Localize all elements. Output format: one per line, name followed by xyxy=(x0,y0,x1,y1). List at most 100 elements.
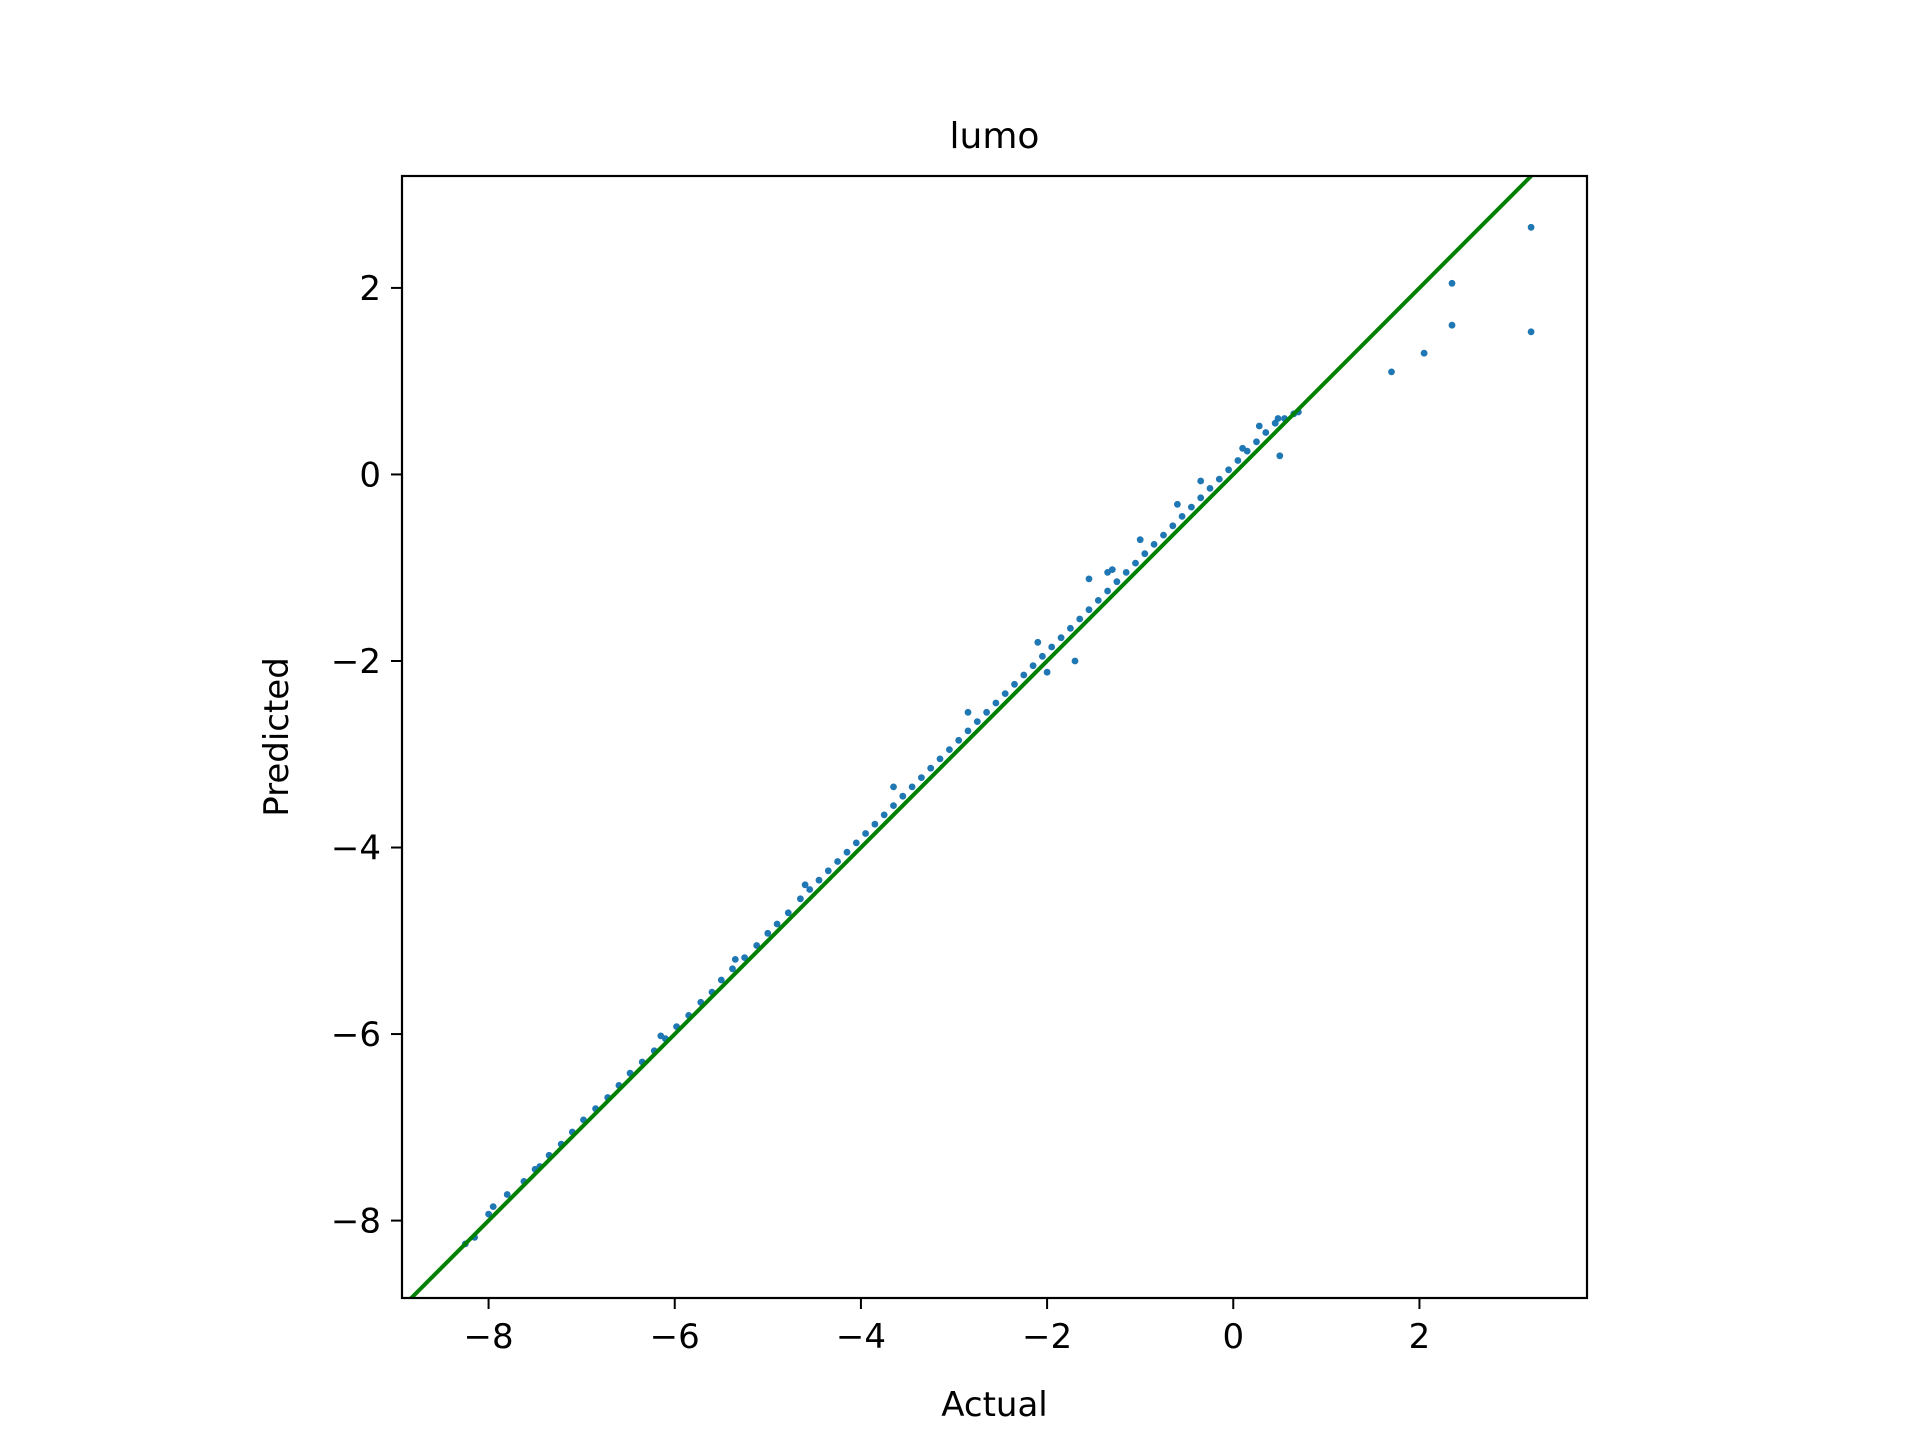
y-tick-label: −4 xyxy=(331,829,381,869)
scatter-point xyxy=(890,783,897,791)
scatter-point xyxy=(1448,279,1456,287)
scatter-point xyxy=(871,820,879,828)
scatter-point xyxy=(1255,422,1263,430)
scatter-point xyxy=(1043,668,1051,676)
x-tick-label: 2 xyxy=(1409,1317,1431,1357)
scatter-point xyxy=(1448,321,1456,329)
scatter-point xyxy=(1150,541,1158,548)
scatter-point xyxy=(503,1191,511,1198)
scatter-point xyxy=(1262,429,1270,436)
scatter-point xyxy=(1067,624,1074,632)
scatter-point xyxy=(1076,615,1084,623)
scatter-point xyxy=(1253,438,1260,446)
scatter-point xyxy=(899,792,907,800)
scatter-point xyxy=(1104,569,1111,576)
scatter-point xyxy=(973,718,981,725)
scatter-point xyxy=(753,942,761,949)
scatter-point xyxy=(657,1032,665,1040)
scatter-point xyxy=(1136,536,1144,544)
scatter-point xyxy=(806,886,814,893)
scatter-point xyxy=(1197,494,1205,502)
scatter-point xyxy=(1197,477,1205,485)
scatter-point xyxy=(992,699,1000,707)
identity-line xyxy=(408,176,1534,1298)
y-tick-label: −6 xyxy=(331,1015,381,1055)
scatter-point xyxy=(1188,503,1195,511)
x-tick-label: −2 xyxy=(1022,1317,1072,1357)
scatter-point xyxy=(741,954,748,961)
scatter-point xyxy=(729,965,736,973)
scatter-point xyxy=(1048,643,1056,651)
x-axis-label: Actual xyxy=(941,1385,1048,1425)
scatter-point xyxy=(731,956,739,963)
x-tick-label: −8 xyxy=(464,1317,514,1357)
scatter-point xyxy=(1234,457,1242,464)
scatter-point xyxy=(815,876,823,884)
scatter-point xyxy=(801,881,809,889)
scatter-point xyxy=(1215,475,1223,483)
scatter-point xyxy=(1178,513,1186,520)
scatter-point xyxy=(1206,485,1214,492)
scatter-point xyxy=(1034,638,1042,646)
scatter-point xyxy=(1011,680,1018,688)
scatter-point xyxy=(1239,444,1246,452)
scatter-point xyxy=(764,929,772,937)
scatter-point xyxy=(955,736,963,744)
scatter-point xyxy=(773,920,781,928)
scatter-point xyxy=(1169,522,1177,530)
scatter-point xyxy=(1085,575,1093,583)
scatter-point xyxy=(964,727,972,735)
scatter-point xyxy=(784,909,792,917)
x-tick-label: −4 xyxy=(836,1317,886,1357)
x-tick-label: 0 xyxy=(1222,1317,1244,1357)
tick-layer: −8 −6 −4 −2 0 2 −8 −6 −4 −2 0 2 xyxy=(331,269,1430,1357)
scatter-point xyxy=(936,755,944,763)
y-tick-label: 0 xyxy=(359,455,381,495)
scatter-point xyxy=(908,783,916,791)
scatter-point xyxy=(1029,662,1037,670)
scatter-point xyxy=(1225,466,1232,474)
scatter-point xyxy=(927,764,935,772)
y-axis-label: Predicted xyxy=(257,657,297,817)
scatter-point xyxy=(1527,223,1535,231)
scatter-point xyxy=(1274,415,1282,422)
scatter-point xyxy=(797,895,804,903)
scatter-point xyxy=(1141,550,1149,558)
scatter-point xyxy=(1039,652,1046,660)
scatter-point xyxy=(852,839,860,847)
scatter-point xyxy=(890,802,897,809)
scatter-point xyxy=(485,1210,492,1218)
y-tick-label: −8 xyxy=(331,1202,381,1242)
scatter-point xyxy=(1122,569,1130,576)
scatter-point xyxy=(862,830,869,837)
scatter-point xyxy=(1020,671,1028,679)
chart-title: lumo xyxy=(950,116,1040,157)
scatter-point xyxy=(946,746,953,753)
scatter-point xyxy=(1057,634,1065,642)
scatter-point xyxy=(843,848,851,856)
scatter-point xyxy=(834,858,841,865)
scatter-point xyxy=(1420,349,1428,357)
scatter-point xyxy=(1085,606,1093,614)
scatter-point xyxy=(489,1203,497,1210)
plot-area xyxy=(408,176,1535,1298)
plot-frame xyxy=(400,174,1589,1300)
y-tick-label: 2 xyxy=(359,269,381,309)
scatter-point xyxy=(1174,500,1181,508)
scatter-point xyxy=(1071,657,1079,665)
scatter-point xyxy=(964,708,972,716)
scatter-point xyxy=(880,811,888,819)
scatter-point xyxy=(1132,559,1139,567)
scatter-point xyxy=(983,708,990,716)
scatter-point xyxy=(1276,452,1284,460)
scatter-point xyxy=(1527,328,1535,336)
scatter-point xyxy=(1094,597,1102,604)
y-tick-label: −2 xyxy=(331,642,381,682)
scatter-point xyxy=(1113,578,1121,586)
x-tick-label: −6 xyxy=(650,1317,700,1357)
scatter-point xyxy=(824,867,832,875)
scatter-point xyxy=(717,976,725,984)
scatter-point xyxy=(1104,587,1111,595)
